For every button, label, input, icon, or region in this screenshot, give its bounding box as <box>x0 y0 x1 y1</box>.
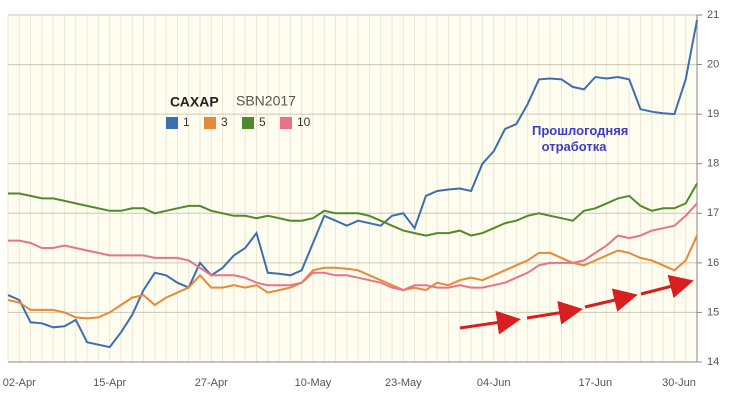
y-tick-label: 16 <box>707 257 719 269</box>
legend-subtitle: SBN2017 <box>236 93 296 109</box>
y-tick-label: 17 <box>707 207 719 219</box>
y-tick-label: 15 <box>707 306 719 318</box>
x-tick-label: 30-Jun <box>662 377 696 389</box>
lines <box>7 19 698 349</box>
x-tick-label: 02-Apr <box>3 377 36 389</box>
legend-label: 1 <box>183 115 190 129</box>
x-tick-label: 17-Jun <box>579 377 613 389</box>
legend-label: 10 <box>297 115 311 129</box>
legend-swatch <box>204 117 216 129</box>
y-tick-label: 21 <box>707 9 719 21</box>
legend: 1 3 5 10 <box>166 115 311 129</box>
arrow <box>526 300 583 325</box>
series-line <box>8 183 698 237</box>
arrows <box>459 274 694 335</box>
y-tick-label: 19 <box>707 108 719 120</box>
y-tick-label: 14 <box>707 356 719 368</box>
legend-title: САХАР <box>170 94 219 110</box>
x-tick-label: 15-Apr <box>93 377 126 389</box>
y-tick-label: 20 <box>707 58 719 70</box>
grid <box>7 14 702 363</box>
annotation: Прошлогодняя отработка <box>532 123 628 154</box>
legend-label: 3 <box>221 115 228 129</box>
legend-swatch <box>166 117 178 129</box>
x-tick-label: 04-Jun <box>477 377 511 389</box>
arrow <box>459 310 521 335</box>
y-tick-label: 18 <box>707 158 719 170</box>
arrow <box>640 274 694 299</box>
series-line <box>7 19 698 349</box>
legend-swatch <box>280 117 292 129</box>
x-tick-label: 23-May <box>385 377 422 389</box>
x-tick-label: 10-May <box>295 377 332 389</box>
plot-background <box>8 15 697 362</box>
series-line <box>8 202 698 292</box>
x-tick-label: 27-Apr <box>195 377 228 389</box>
legend-label: 5 <box>259 115 266 129</box>
series-line <box>7 235 698 320</box>
legend-swatch <box>242 117 254 129</box>
arrow <box>584 288 638 312</box>
